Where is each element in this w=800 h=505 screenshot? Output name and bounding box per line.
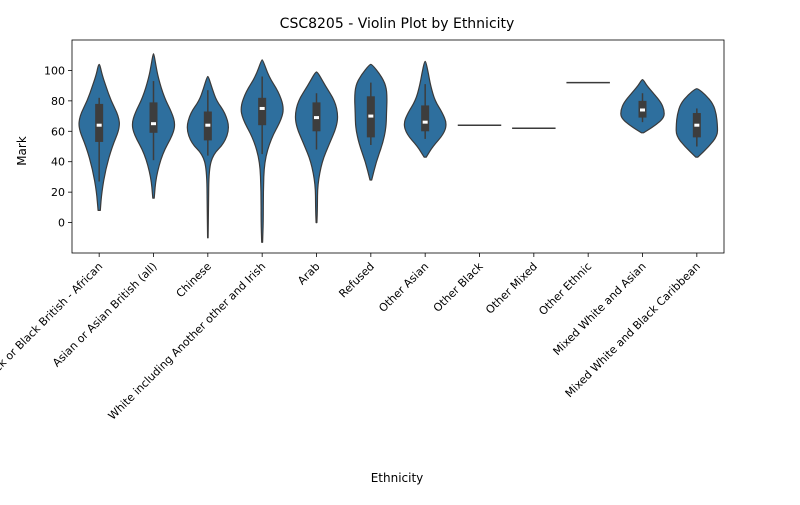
violin-7 <box>403 60 447 158</box>
y-tick-label: 20 <box>51 186 65 199</box>
plot-area <box>71 39 725 254</box>
violin-median-marker <box>368 114 374 118</box>
violin-median-marker <box>259 106 265 110</box>
y-axis-label: Mark <box>15 136 29 166</box>
x-tick-label: Asian or Asian British (all) <box>50 260 160 370</box>
violin-6 <box>354 63 388 181</box>
violin-4 <box>240 59 284 243</box>
x-tick-label: Other Ethnic <box>536 260 594 318</box>
y-tick-label: 80 <box>51 95 65 108</box>
violin-1 <box>78 63 120 211</box>
y-axis: 0 20 40 60 80 100 <box>44 64 72 230</box>
violin-iqr-box <box>95 103 104 142</box>
violin-body <box>186 75 229 239</box>
violin-median-marker <box>640 108 645 112</box>
x-tick-label: Other Black <box>431 259 486 314</box>
x-tick-label: Arab <box>295 260 322 287</box>
y-tick-label: 60 <box>51 125 65 138</box>
violin-5 <box>294 71 339 224</box>
violin-iqr-box <box>149 102 158 133</box>
y-tick-label: 40 <box>51 156 65 169</box>
plot-frame <box>71 39 725 254</box>
x-tick-label: Other Asian <box>376 260 431 315</box>
y-tick-label: 0 <box>58 217 65 230</box>
x-tick-label: Other Mixed <box>483 260 540 317</box>
x-axis-label: Ethnicity <box>371 471 424 485</box>
violin-11 <box>620 79 665 134</box>
x-tick-label: Refused <box>336 260 376 300</box>
violin-median-marker <box>314 116 319 120</box>
violin-median-marker <box>151 122 156 126</box>
violin-3 <box>186 75 229 239</box>
violin-12 <box>675 88 719 158</box>
chart-title: CSC8205 - Violin Plot by Ethnicity <box>280 16 515 32</box>
violin-median-marker <box>205 123 211 127</box>
violin-iqr-box <box>258 97 267 126</box>
violin-iqr-box <box>421 105 430 132</box>
violin-2 <box>131 53 176 199</box>
violin-median-marker <box>96 123 102 127</box>
y-tick-label: 100 <box>44 64 65 77</box>
violin-median-marker <box>422 120 428 124</box>
violin-median-marker <box>694 123 700 127</box>
x-tick-label: Chinese <box>174 260 214 300</box>
x-tick-label: Mixed White and Asian <box>551 260 649 358</box>
